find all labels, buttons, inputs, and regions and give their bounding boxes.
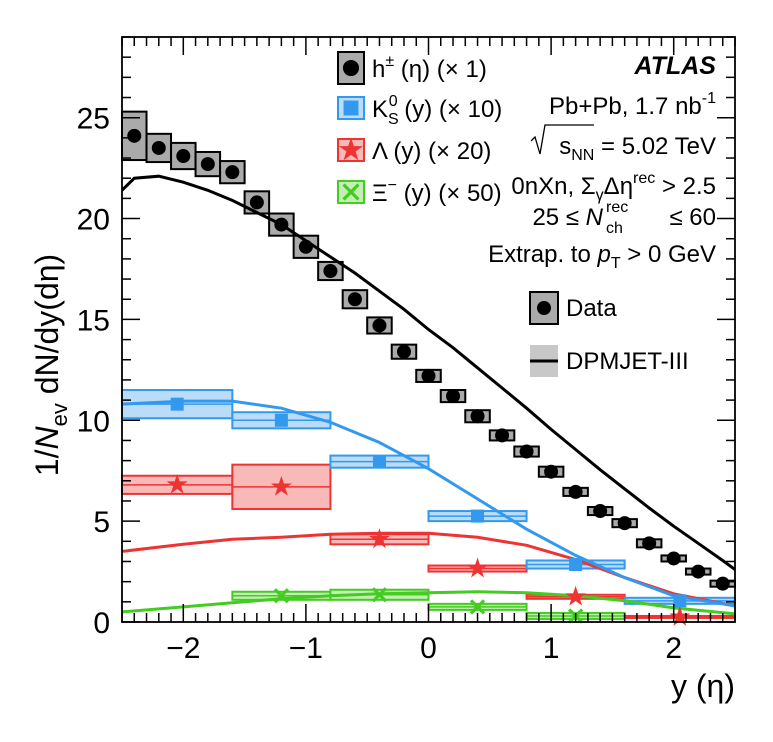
series-1-point bbox=[471, 509, 485, 523]
series-0-point bbox=[715, 576, 730, 591]
y-tick-label: 10 bbox=[77, 405, 110, 438]
nch-label: ≤ 60 25 ≤ N rec ch bbox=[532, 199, 716, 237]
legend-entry-series-0: h± (η) (× 1) bbox=[337, 51, 487, 85]
series-0-point bbox=[519, 444, 534, 459]
series-0-point bbox=[568, 484, 583, 499]
energy-label: sNN = 5.02 TeV bbox=[530, 124, 716, 164]
svg-text:rec: rec bbox=[606, 199, 628, 216]
series-0-point bbox=[691, 564, 706, 579]
series-0-point bbox=[642, 536, 657, 551]
series-3-point bbox=[273, 588, 290, 604]
series-2-point bbox=[467, 557, 488, 578]
extrapolation-label: Extrap. to pT > 0 GeV bbox=[488, 241, 716, 272]
legend-label: KS0 (y) (× 10) bbox=[372, 93, 502, 128]
series-2-point bbox=[565, 585, 587, 606]
series-1-point bbox=[170, 397, 184, 411]
axis-ticks bbox=[121, 36, 736, 623]
series-3-point bbox=[469, 599, 486, 615]
x-tick-label: 2 bbox=[665, 632, 682, 665]
y-tick-label: 15 bbox=[77, 304, 110, 337]
series-0-point bbox=[495, 428, 510, 443]
series-0-point bbox=[446, 389, 461, 404]
series-1-model-curve bbox=[121, 399, 736, 608]
svg-text:ch: ch bbox=[606, 220, 623, 237]
atlas-label: ATLAS bbox=[634, 52, 717, 80]
series-0-model-curve bbox=[120, 174, 736, 571]
series-0-point bbox=[544, 464, 559, 479]
x-axis-title: y (η) bbox=[671, 668, 735, 704]
series-0-point bbox=[372, 318, 387, 333]
svg-text:25 ≤ N: 25 ≤ N bbox=[532, 204, 603, 231]
series-0-point bbox=[127, 128, 142, 143]
series-0-point bbox=[617, 516, 632, 531]
series-0-point bbox=[249, 195, 264, 210]
series-0-point bbox=[274, 217, 289, 232]
series-2-point bbox=[669, 605, 691, 626]
series-0-point bbox=[200, 157, 215, 172]
x-tick-label: 1 bbox=[543, 632, 560, 665]
series-3-model-curve bbox=[121, 590, 736, 616]
legend-label: Λ (y) (× 20) bbox=[372, 138, 491, 165]
x-tick-label: −2 bbox=[166, 632, 200, 665]
selection-label: 0nXn, ΣγΔηrec > 2.5 bbox=[511, 170, 716, 204]
series-0-point bbox=[666, 551, 681, 566]
series-0-point bbox=[225, 165, 240, 180]
y-tick-label: 5 bbox=[93, 506, 110, 539]
series-2-point bbox=[166, 473, 188, 494]
legend-entry-series-2: Λ (y) (× 20) bbox=[337, 137, 491, 165]
series-0-point bbox=[151, 140, 166, 155]
legend-model-entry: DPMJET-III bbox=[530, 345, 689, 377]
series-0-point bbox=[298, 239, 313, 254]
series-1-point bbox=[673, 594, 687, 608]
y-tick-label: 25 bbox=[77, 103, 110, 136]
series-0-point bbox=[347, 292, 362, 307]
series-3-point bbox=[371, 587, 388, 603]
legend-label: h± (η) (× 1) bbox=[372, 53, 487, 83]
series-0-point bbox=[396, 344, 411, 359]
y-axis-title: 1/Nev dN/dy(dη) bbox=[29, 254, 72, 476]
legend-data-entry: Data bbox=[529, 291, 617, 325]
legend-marker bbox=[343, 100, 359, 116]
x-tick-label: 0 bbox=[420, 632, 437, 665]
svg-text:≤ 60: ≤ 60 bbox=[669, 204, 716, 231]
species-legend: h± (η) (× 1) KS0 (y) (× 10) Λ (y) (× 20) Ξ−… bbox=[337, 51, 502, 207]
series-0-point bbox=[421, 368, 436, 383]
svg-text:Data: Data bbox=[566, 295, 617, 322]
legend-marker bbox=[342, 59, 360, 77]
legend-entry-series-3: Ξ− (y) (× 50) bbox=[337, 177, 502, 207]
series-2-point bbox=[369, 528, 390, 549]
system-label: Pb+Pb, 1.7 nb-1 bbox=[549, 90, 716, 120]
legend-entry-series-1: KS0 (y) (× 10) bbox=[337, 93, 502, 128]
annotations: ATLAS Pb+Pb, 1.7 nb-1 sNN = 5.02 TeV 0nX… bbox=[488, 52, 716, 377]
series-0-point bbox=[323, 264, 338, 278]
svg-text:DPMJET-III: DPMJET-III bbox=[566, 348, 689, 375]
y-tick-label: 0 bbox=[93, 607, 110, 640]
series-0-point bbox=[176, 149, 191, 164]
model-curves bbox=[120, 174, 736, 616]
series-1-point bbox=[569, 558, 583, 572]
series-2-point bbox=[270, 475, 292, 496]
y-tick-label: 20 bbox=[77, 204, 110, 237]
series-0-point bbox=[593, 504, 608, 519]
legend-marker bbox=[342, 183, 360, 201]
sqrt-sign bbox=[530, 124, 594, 155]
legend-label: Ξ− (y) (× 50) bbox=[372, 177, 502, 207]
x-tick-label: −1 bbox=[289, 632, 323, 665]
data-markers bbox=[127, 128, 730, 626]
series-1-point bbox=[372, 455, 386, 469]
svg-text:sNN = 5.02 TeV: sNN = 5.02 TeV bbox=[559, 133, 716, 164]
series-0-point bbox=[470, 409, 485, 424]
legend-marker bbox=[338, 137, 364, 161]
series-1-point bbox=[274, 413, 288, 427]
